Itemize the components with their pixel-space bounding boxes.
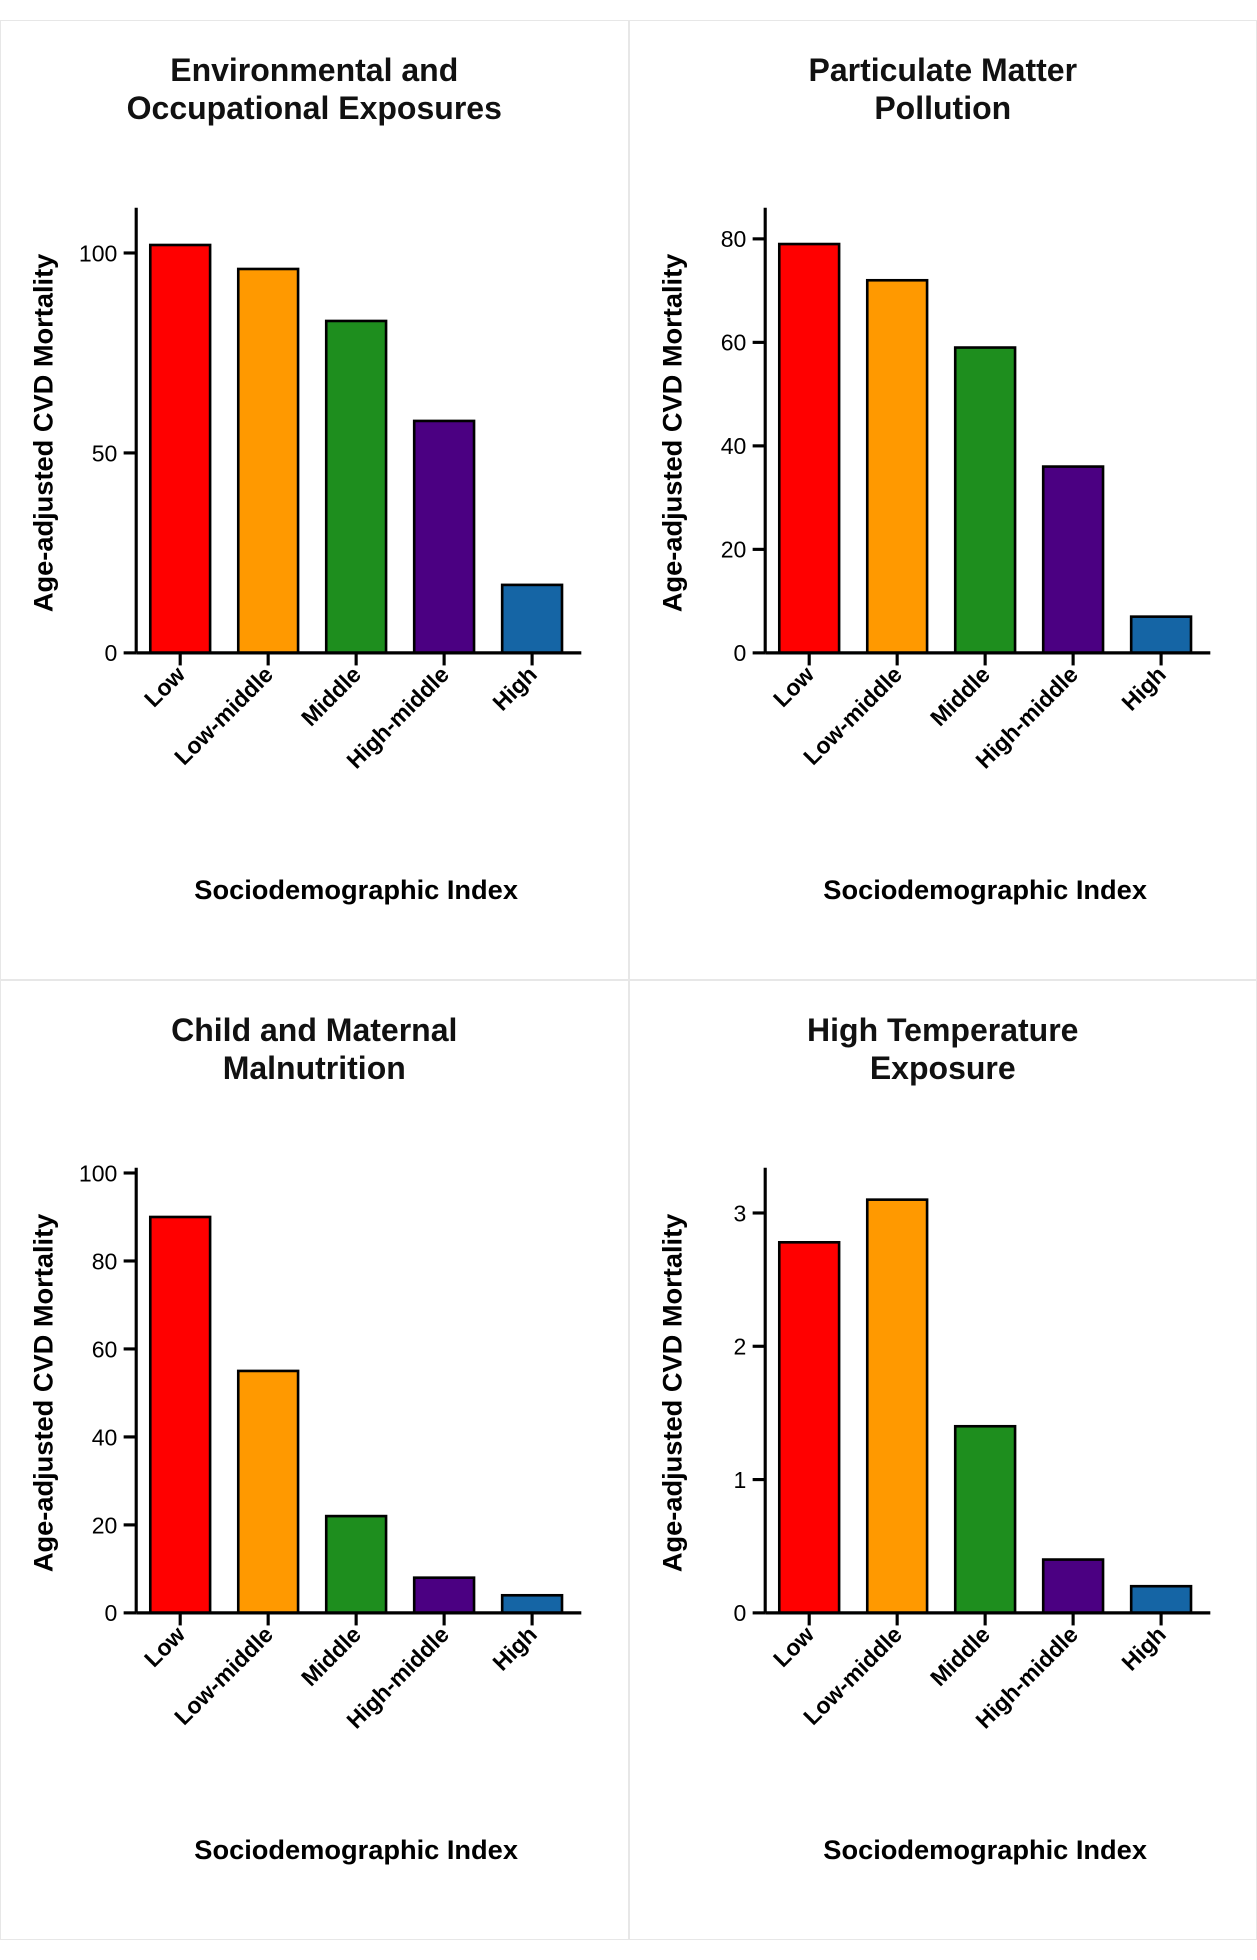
chart-wrap-3: 0123LowLow-middleMiddleHigh-middleHighAg… <box>650 1118 1237 1919</box>
bar <box>955 347 1015 652</box>
bar <box>150 245 210 653</box>
panel-1: Particulate Matter Pollution 0 20 40 60 80 Lo… <box>629 20 1257 980</box>
bar <box>779 244 839 653</box>
x-tick-label: High <box>487 1621 542 1676</box>
chart-wrap-1: 020406080LowLow-middleMiddleHigh-middleH… <box>650 158 1237 959</box>
y-tick-label: 0 <box>105 640 118 666</box>
title-line: Malnutrition <box>223 1050 406 1086</box>
panel-2: Child and Maternal Malnutrition 0 20 40 60 8… <box>0 980 629 1940</box>
bar <box>414 1577 474 1612</box>
bar <box>238 1371 298 1613</box>
x-tick-label: Middle <box>296 1621 366 1691</box>
y-axis-label: Age-adjusted CVD Mortality <box>656 1214 687 1572</box>
bar <box>867 1199 927 1612</box>
y-tick-label: 0 <box>733 1600 746 1626</box>
panel-title-1: Particulate Matter Pollution <box>808 51 1077 128</box>
y-tick-label: 100 <box>79 240 117 266</box>
bar <box>1043 1559 1103 1612</box>
title-line: Pollution <box>874 90 1011 126</box>
y-tick-label: 3 <box>733 1200 746 1226</box>
x-tick-label: High <box>1116 661 1171 716</box>
chart-wrap-0: 050100LowLow-middleMiddleHigh-middleHigh… <box>21 158 608 959</box>
bar-chart: 0123LowLow-middleMiddleHigh-middleHighAg… <box>650 1118 1237 1919</box>
y-axis-label: Age-adjusted CVD Mortality <box>27 254 58 612</box>
bar <box>414 421 474 653</box>
y-tick-label: 40 <box>720 433 746 459</box>
x-tick-label: Low <box>139 1621 190 1672</box>
y-tick-label: 1 <box>733 1467 746 1493</box>
title-line: Occupational Exposures <box>127 90 502 126</box>
bar <box>1131 1586 1191 1613</box>
y-tick-label: 0 <box>733 640 746 666</box>
bar <box>779 1242 839 1613</box>
x-axis-label: Sociodemographic Index <box>194 874 518 905</box>
x-axis-label: Sociodemographic Index <box>823 874 1147 905</box>
bar-chart: 020406080100LowLow-middleMiddleHigh-midd… <box>21 1118 608 1919</box>
chart-wrap-2: 020406080100LowLow-middleMiddleHigh-midd… <box>21 1118 608 1919</box>
y-tick-label: 100 <box>79 1160 117 1186</box>
bar <box>955 1426 1015 1613</box>
bar <box>867 280 927 653</box>
x-axis-label: Sociodemographic Index <box>194 1834 518 1865</box>
y-axis-label: Age-adjusted CVD Mortality <box>656 254 687 612</box>
title-line: Particulate Matter <box>808 52 1077 88</box>
title-line: Exposure <box>870 1050 1016 1086</box>
y-tick-label: 40 <box>92 1424 118 1450</box>
y-tick-label: 80 <box>92 1248 118 1274</box>
x-tick-label: Low <box>768 661 819 712</box>
bar-chart: 020406080LowLow-middleMiddleHigh-middleH… <box>650 158 1237 959</box>
title-line: Child and Maternal <box>171 1012 457 1048</box>
y-axis-label: Age-adjusted CVD Mortality <box>27 1214 58 1572</box>
panel-0: Environmental and Occupational Exposures… <box>0 20 629 980</box>
bar <box>1043 466 1103 652</box>
y-tick-label: 2 <box>733 1333 746 1359</box>
panel-title-2: Child and Maternal Malnutrition <box>171 1011 457 1088</box>
x-tick-label: High <box>487 661 542 716</box>
bar <box>502 585 562 653</box>
panel-title-0: Environmental and Occupational Exposures <box>127 51 502 128</box>
bar <box>326 321 386 653</box>
y-tick-label: 0 <box>105 1600 118 1626</box>
y-tick-label: 20 <box>92 1512 118 1538</box>
title-line: High Temperature <box>807 1012 1078 1048</box>
x-axis-label: Sociodemographic Index <box>823 1834 1147 1865</box>
y-tick-label: 50 <box>92 440 118 466</box>
y-tick-label: 80 <box>720 226 746 252</box>
y-tick-label: 60 <box>720 330 746 356</box>
x-tick-label: Middle <box>925 661 995 731</box>
y-tick-label: 60 <box>92 1336 118 1362</box>
panel-title-3: High Temperature Exposure <box>807 1011 1078 1088</box>
panel-3: High Temperature Exposure 0123LowLow-mid… <box>629 980 1257 1940</box>
bar <box>326 1516 386 1613</box>
bar <box>502 1595 562 1613</box>
bar <box>1131 616 1191 652</box>
y-tick-label: 20 <box>720 537 746 563</box>
x-tick-label: Low <box>139 661 190 712</box>
x-tick-label: Middle <box>296 661 366 731</box>
grid-2x2: Environmental and Occupational Exposures… <box>0 20 1257 1940</box>
x-tick-label: Middle <box>925 1621 995 1691</box>
bar <box>238 269 298 653</box>
x-tick-label: Low <box>768 1621 819 1672</box>
bar <box>150 1217 210 1613</box>
x-tick-label: High <box>1116 1621 1171 1676</box>
bar-chart: 050100LowLow-middleMiddleHigh-middleHigh… <box>21 158 608 959</box>
title-line: Environmental and <box>170 52 458 88</box>
